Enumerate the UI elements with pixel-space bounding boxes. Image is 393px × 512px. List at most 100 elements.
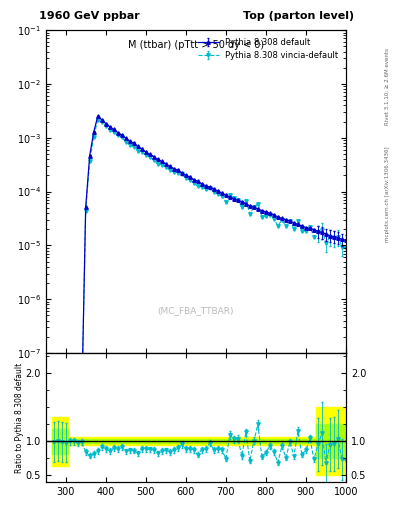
Bar <box>308 439 312 443</box>
Bar <box>140 439 144 443</box>
Bar <box>116 439 120 443</box>
Bar <box>264 439 268 443</box>
Bar <box>120 439 124 443</box>
Bar <box>180 439 184 443</box>
Bar <box>136 439 140 443</box>
Bar <box>292 437 296 445</box>
Bar <box>264 437 268 445</box>
Bar <box>252 437 256 445</box>
Text: Top (parton level): Top (parton level) <box>242 11 354 22</box>
Bar <box>88 439 92 443</box>
Bar <box>288 437 292 445</box>
Bar <box>128 437 132 445</box>
Bar <box>168 437 172 445</box>
Bar <box>76 439 80 443</box>
Bar <box>304 437 308 445</box>
Bar <box>80 439 84 443</box>
Bar <box>324 408 328 475</box>
Bar <box>196 439 200 443</box>
Bar <box>164 439 168 443</box>
Bar <box>204 437 208 445</box>
Bar <box>172 439 176 443</box>
Text: Rivet 3.1.10; ≥ 2.6M events: Rivet 3.1.10; ≥ 2.6M events <box>385 49 390 125</box>
Bar <box>156 439 160 443</box>
Bar <box>308 437 312 445</box>
Bar <box>316 424 320 458</box>
Bar <box>276 439 280 443</box>
Bar <box>128 439 132 443</box>
Bar <box>76 437 80 445</box>
Bar <box>120 437 124 445</box>
Bar <box>68 439 72 443</box>
Bar <box>336 424 340 458</box>
Bar <box>188 439 192 443</box>
Bar <box>184 439 188 443</box>
Bar <box>288 439 292 443</box>
Bar <box>276 437 280 445</box>
Bar <box>100 439 104 443</box>
Bar <box>84 439 88 443</box>
Bar <box>168 439 172 443</box>
Bar <box>284 439 288 443</box>
Bar <box>252 439 256 443</box>
Bar <box>296 439 300 443</box>
Bar <box>272 439 276 443</box>
Bar <box>80 437 84 445</box>
Bar <box>108 439 112 443</box>
Bar <box>240 439 244 443</box>
Bar <box>164 437 168 445</box>
Bar <box>64 417 68 466</box>
Bar <box>92 437 95 445</box>
Bar <box>268 437 272 445</box>
Bar <box>320 408 324 475</box>
Text: (MC_FBA_TTBAR): (MC_FBA_TTBAR) <box>158 307 234 315</box>
Bar <box>212 437 216 445</box>
Bar <box>188 437 192 445</box>
Bar <box>152 437 156 445</box>
Bar <box>180 437 184 445</box>
Bar <box>51 417 56 466</box>
Bar <box>220 439 224 443</box>
Bar <box>156 437 160 445</box>
Bar <box>160 437 164 445</box>
Bar <box>112 439 116 443</box>
Bar <box>340 408 344 475</box>
Bar <box>208 439 212 443</box>
Bar <box>60 429 64 454</box>
Bar <box>51 429 56 454</box>
Bar <box>284 437 288 445</box>
Bar <box>88 437 92 445</box>
Bar <box>132 439 136 443</box>
Bar <box>248 437 252 445</box>
Bar <box>56 429 60 454</box>
Text: M (ttbar) (pTtt > 50 dy < 0): M (ttbar) (pTtt > 50 dy < 0) <box>128 40 264 50</box>
Text: mcplots.cern.ch [arXiv:1306.3436]: mcplots.cern.ch [arXiv:1306.3436] <box>385 147 390 242</box>
Bar <box>56 417 60 466</box>
Bar <box>172 437 176 445</box>
Bar <box>312 439 316 443</box>
Bar <box>192 439 196 443</box>
Bar <box>260 437 264 445</box>
Bar <box>132 437 136 445</box>
Bar <box>196 437 200 445</box>
Bar <box>304 439 308 443</box>
Bar <box>300 439 304 443</box>
Bar <box>228 437 232 445</box>
Bar <box>220 437 224 445</box>
Bar <box>256 439 260 443</box>
Bar <box>84 437 88 445</box>
Legend: Pythia 8.308 default, Pythia 8.308 vincia-default: Pythia 8.308 default, Pythia 8.308 vinci… <box>195 34 342 63</box>
Bar <box>136 437 140 445</box>
Bar <box>296 437 300 445</box>
Bar <box>320 424 324 458</box>
Bar <box>244 437 248 445</box>
Bar <box>236 437 240 445</box>
Bar <box>152 439 156 443</box>
Bar <box>300 437 304 445</box>
Bar <box>340 424 344 458</box>
Bar <box>176 439 180 443</box>
Bar <box>292 439 296 443</box>
Bar <box>216 437 220 445</box>
Bar <box>200 437 204 445</box>
Bar <box>160 439 164 443</box>
